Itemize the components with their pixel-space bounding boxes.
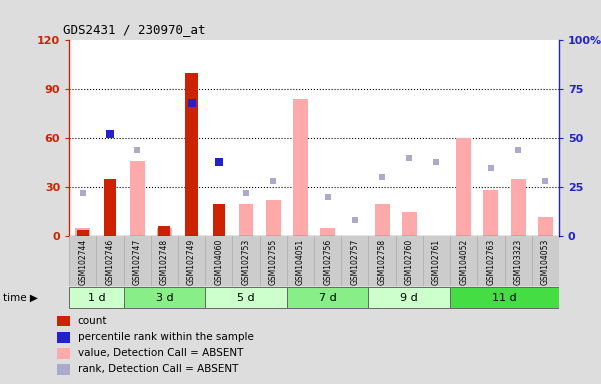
Text: GSM102746: GSM102746 bbox=[105, 239, 114, 285]
Bar bbox=[130, 161, 145, 236]
Text: GSM102757: GSM102757 bbox=[350, 239, 359, 285]
Bar bbox=[69, 287, 124, 308]
Text: 3 d: 3 d bbox=[156, 293, 173, 303]
Bar bbox=[124, 287, 205, 308]
Text: 1 d: 1 d bbox=[88, 293, 105, 303]
Bar bbox=[205, 287, 287, 308]
Bar bbox=[104, 179, 116, 236]
Text: 5 d: 5 d bbox=[237, 293, 255, 303]
Text: GSM102755: GSM102755 bbox=[269, 239, 278, 285]
Text: GSM102763: GSM102763 bbox=[486, 239, 495, 285]
Bar bbox=[186, 73, 198, 236]
Bar bbox=[75, 228, 90, 236]
Bar bbox=[402, 212, 416, 236]
Bar bbox=[287, 287, 368, 308]
Text: GSM102749: GSM102749 bbox=[187, 239, 196, 285]
Text: GDS2431 / 230970_at: GDS2431 / 230970_at bbox=[63, 23, 206, 36]
Text: GSM102753: GSM102753 bbox=[242, 239, 251, 285]
Bar bbox=[483, 190, 498, 236]
Bar bbox=[456, 138, 471, 236]
Text: GSM104051: GSM104051 bbox=[296, 239, 305, 285]
Bar bbox=[320, 228, 335, 236]
Bar bbox=[368, 287, 450, 308]
Text: 9 d: 9 d bbox=[400, 293, 418, 303]
Bar bbox=[374, 204, 389, 236]
Text: GSM102744: GSM102744 bbox=[78, 239, 87, 285]
Text: 11 d: 11 d bbox=[492, 293, 517, 303]
Text: GSM104052: GSM104052 bbox=[459, 239, 468, 285]
Text: percentile rank within the sample: percentile rank within the sample bbox=[78, 332, 254, 342]
Text: GSM104053: GSM104053 bbox=[541, 239, 550, 285]
Text: GSM104060: GSM104060 bbox=[215, 239, 224, 285]
Bar bbox=[511, 179, 526, 236]
Text: GSM102756: GSM102756 bbox=[323, 239, 332, 285]
Text: GSM102760: GSM102760 bbox=[404, 239, 413, 285]
Bar bbox=[293, 99, 308, 236]
Bar bbox=[76, 230, 89, 236]
Bar bbox=[239, 204, 254, 236]
Text: GSM102747: GSM102747 bbox=[133, 239, 142, 285]
Text: 7 d: 7 d bbox=[319, 293, 337, 303]
Text: count: count bbox=[78, 316, 107, 326]
Text: value, Detection Call = ABSENT: value, Detection Call = ABSENT bbox=[78, 348, 243, 358]
Bar bbox=[157, 228, 172, 236]
Text: GSM103323: GSM103323 bbox=[514, 239, 523, 285]
Bar bbox=[266, 200, 281, 236]
Bar bbox=[213, 204, 225, 236]
Text: time ▶: time ▶ bbox=[3, 293, 38, 303]
Text: GSM102748: GSM102748 bbox=[160, 239, 169, 285]
Bar bbox=[158, 227, 171, 236]
Bar bbox=[538, 217, 553, 236]
Text: GSM102758: GSM102758 bbox=[377, 239, 386, 285]
Text: rank, Detection Call = ABSENT: rank, Detection Call = ABSENT bbox=[78, 364, 238, 374]
Bar bbox=[450, 287, 559, 308]
Text: GSM102761: GSM102761 bbox=[432, 239, 441, 285]
